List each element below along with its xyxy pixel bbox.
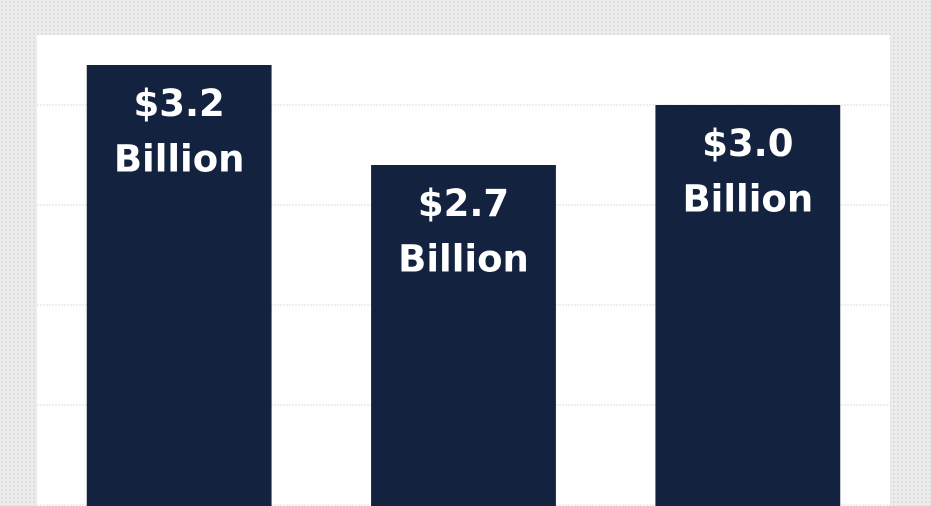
- value-label: $3.0 Billion: [682, 122, 813, 221]
- value-label: $3.2 Billion: [114, 82, 245, 181]
- bar: [655, 105, 841, 506]
- bar: [86, 65, 272, 506]
- value-label: $2.7 Billion: [398, 182, 529, 281]
- bar: [371, 165, 556, 506]
